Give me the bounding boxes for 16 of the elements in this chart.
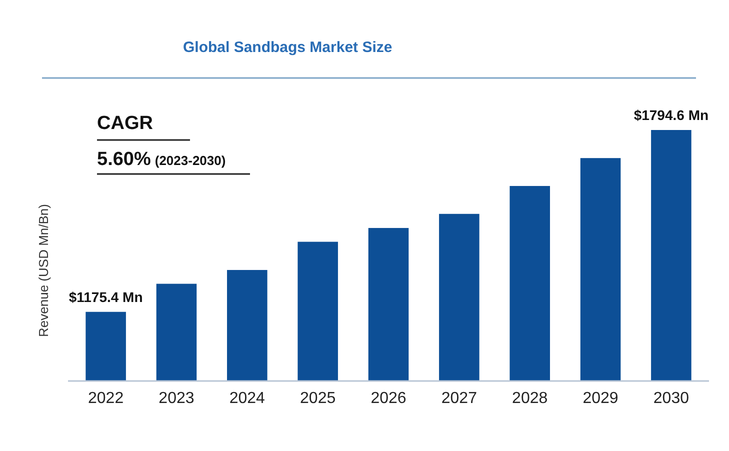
x-tick-label: 2027 [441, 390, 478, 407]
annotation: CAGR [97, 113, 154, 134]
chart-title: Global Sandbags Market Size [183, 39, 392, 56]
annotation: 5.60% [97, 149, 151, 170]
x-tick-label: 2022 [88, 390, 124, 407]
x-tick-label: 2030 [653, 390, 690, 407]
x-tick-label: 2028 [512, 390, 548, 407]
data-label: $1794.6 Mn [634, 107, 709, 123]
annotation: (2023-2030) [154, 153, 226, 168]
x-tick-label: 2029 [582, 390, 618, 407]
y-axis-title: Revenue (USD Mn/Bn) [36, 204, 51, 337]
x-tick-label: 2024 [229, 390, 266, 407]
data-label: $1175.4 Mn [68, 288, 143, 305]
x-tick-label: 2023 [158, 390, 194, 407]
x-tick-label: 2025 [300, 390, 336, 407]
x-tick-label: 2026 [370, 390, 406, 407]
